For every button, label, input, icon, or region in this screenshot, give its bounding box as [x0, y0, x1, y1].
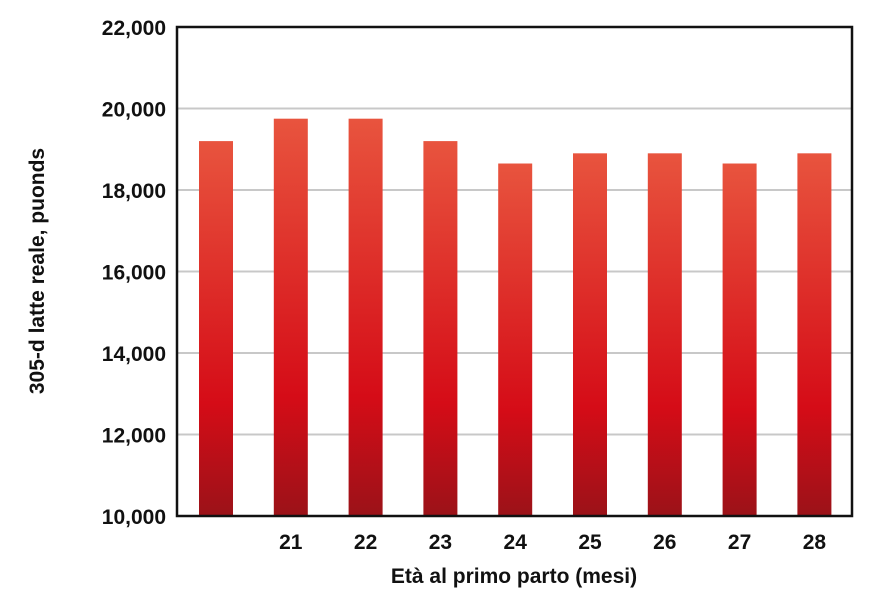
x-tick-label: 23: [429, 531, 452, 554]
bar: [423, 141, 458, 516]
y-tick-label: 12,000: [102, 425, 166, 448]
bar: [273, 118, 308, 516]
bar: [797, 153, 832, 516]
bar: [199, 141, 233, 516]
y-tick-label: 10,000: [102, 506, 166, 529]
bar: [722, 163, 757, 516]
x-tick-label: 28: [803, 531, 827, 554]
x-tick-label: 24: [504, 531, 528, 554]
x-tick-label: 25: [578, 531, 602, 554]
y-axis-title: 305-d latte reale, puonds: [26, 148, 49, 394]
x-tick-labels: 21 22 23 24 25 26 27 28: [279, 531, 826, 554]
bar: [647, 153, 682, 516]
x-tick-label: 21: [279, 531, 303, 554]
y-tick-label: 20,000: [102, 99, 166, 122]
bar: [348, 118, 383, 516]
x-tick-label: 22: [354, 531, 377, 554]
y-tick-label: 22,000: [102, 17, 166, 40]
bars: [199, 118, 832, 516]
x-axis-title: Età al primo parto (mesi): [391, 565, 637, 588]
bar: [498, 163, 533, 516]
y-tick-label: 16,000: [102, 262, 166, 285]
bar: [573, 153, 607, 516]
x-tick-label: 27: [728, 531, 751, 554]
y-tick-labels: 10,000 12,000 14,000 16,000 18,000 20,000 22,0…: [102, 17, 166, 529]
y-tick-label: 18,000: [102, 180, 166, 203]
plot-frame: [175, 25, 854, 518]
x-tick-label: 26: [653, 531, 676, 554]
y-tick-label: 14,000: [102, 343, 166, 366]
